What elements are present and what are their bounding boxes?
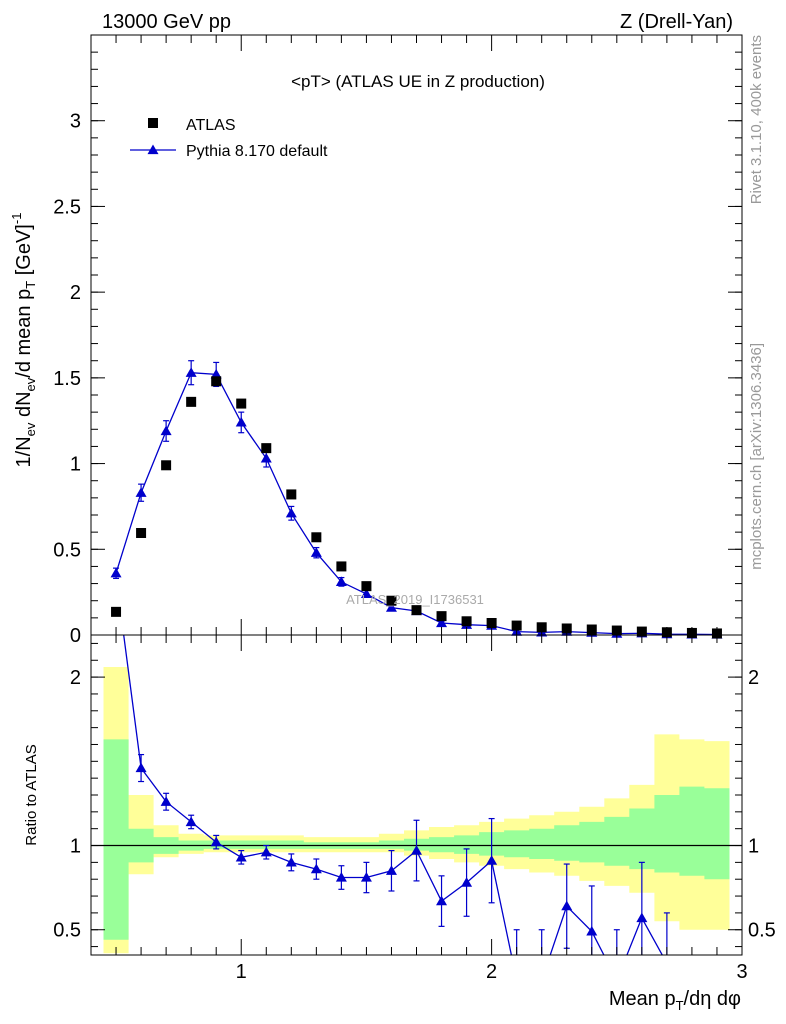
legend-marker-mc xyxy=(147,144,159,155)
x-axis-label: Mean pT/dη dφ xyxy=(609,988,741,1013)
y-tick-label: 0 xyxy=(70,625,81,647)
ratio-point xyxy=(385,865,397,875)
data-point xyxy=(411,605,422,616)
data-point xyxy=(336,561,347,572)
y-tick-label: 2.5 xyxy=(53,196,81,218)
x-tick-label: 2 xyxy=(486,961,497,983)
y-tick-label: 1.5 xyxy=(53,368,81,390)
legend-marker-atlas xyxy=(148,118,158,128)
y-tick-label: 1 xyxy=(70,454,81,476)
ratio-point xyxy=(561,900,573,911)
main-y-axis-label: 1/Nev dNev/d mean pT [GeV]-1 xyxy=(9,213,38,468)
data-point xyxy=(211,376,222,387)
data-point xyxy=(361,581,372,592)
ratio-point xyxy=(310,863,322,874)
data-point xyxy=(111,606,122,617)
ratio-point xyxy=(235,851,247,862)
mc-point xyxy=(436,617,448,628)
rivet-label: Rivet 3.1.10, 400k events xyxy=(748,35,765,204)
uncertainty-band-outer xyxy=(103,667,730,954)
ratio-point xyxy=(461,877,473,887)
mc-point xyxy=(260,452,272,463)
ratio-point xyxy=(335,872,347,882)
legend-label-atlas: ATLAS xyxy=(186,117,236,134)
mc-point xyxy=(335,576,347,586)
ratio-point xyxy=(160,796,172,806)
data-point xyxy=(136,528,147,538)
mc-point xyxy=(285,507,297,518)
data-point xyxy=(511,620,522,631)
mc-point xyxy=(210,368,222,379)
mc-point xyxy=(135,487,147,497)
legend-label-mc: Pythia 8.170 default xyxy=(186,143,328,160)
ratio-y-tick-label-right: 1 xyxy=(748,836,759,858)
mc-point xyxy=(235,416,247,427)
ratio-point xyxy=(636,912,648,923)
ratio-point xyxy=(586,925,598,936)
ratio-y-axis-label: Ratio to ATLAS xyxy=(23,744,40,845)
y-tick-label: 3 xyxy=(70,111,81,133)
mc-point xyxy=(310,547,322,557)
header-left: 13000 GeV pp xyxy=(102,11,231,33)
data-point xyxy=(436,611,447,622)
mcplots-label: mcplots.cern.ch [arXiv:1306.3436] xyxy=(748,343,765,570)
ratio-point xyxy=(360,872,372,882)
ratio-point xyxy=(260,846,272,857)
ratio-y-tick-label-left: 1 xyxy=(70,836,81,858)
data-point xyxy=(186,396,197,407)
x-tick-label: 1 xyxy=(236,961,247,983)
data-point xyxy=(261,443,272,454)
mc-point xyxy=(110,567,122,578)
ratio-point xyxy=(486,855,498,865)
x-tick-label: 3 xyxy=(736,961,747,983)
y-tick-label: 0.5 xyxy=(53,539,81,561)
ratio-point xyxy=(185,816,197,827)
data-point xyxy=(311,532,322,543)
main-title: <pT> (ATLAS UE in Z production) xyxy=(291,72,545,91)
main-panel: 0 0.5 1 1.5 2 2.5 3 <pT> (ATLAS UE in Z produc… xyxy=(9,34,743,647)
data-point xyxy=(386,595,397,606)
data-point xyxy=(286,489,297,500)
data-point xyxy=(236,398,247,409)
ratio-point xyxy=(285,856,297,867)
ratio-point xyxy=(436,895,448,906)
ratio-y-tick-label-left: 0.5 xyxy=(53,920,81,942)
y-tick-label: 2 xyxy=(70,282,81,304)
ratio-y-tick-label-left: 2 xyxy=(70,667,81,689)
header-right: Z (Drell-Yan) xyxy=(620,11,733,33)
data-point xyxy=(461,616,472,627)
ratio-point xyxy=(210,836,222,847)
mc-point xyxy=(185,367,197,377)
mc-point xyxy=(160,425,172,436)
ratio-point xyxy=(661,958,672,968)
ratio-point xyxy=(411,845,422,855)
data-point xyxy=(161,460,172,471)
ratio-point xyxy=(135,762,147,773)
mc-point xyxy=(385,602,397,612)
ratio-y-tick-label-right: 2 xyxy=(748,667,759,689)
watermark: ATLAS_2019_I1736531 xyxy=(346,592,484,607)
ratio-panel: 0.5 0.5 1 1 2 2 1 2 3 Ratio to ATLAS Mean pT/dη … xyxy=(23,634,776,1013)
ratio-y-tick-label-right: 0.5 xyxy=(748,920,776,942)
mc-point xyxy=(360,588,372,598)
